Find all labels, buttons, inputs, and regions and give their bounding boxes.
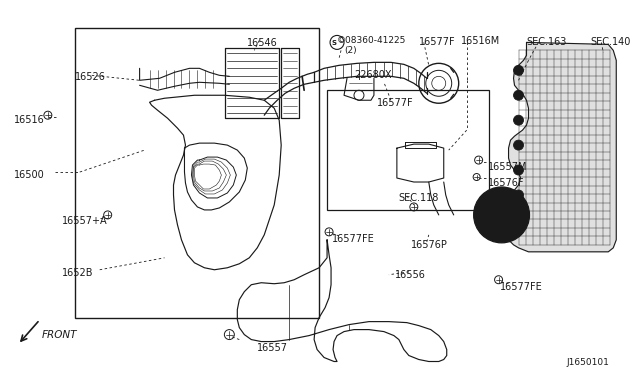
Text: 16556: 16556 xyxy=(395,270,426,280)
Polygon shape xyxy=(497,42,616,252)
Text: 16500: 16500 xyxy=(14,170,45,180)
Text: SEC.163: SEC.163 xyxy=(527,38,567,47)
Text: 16577FE: 16577FE xyxy=(332,234,375,244)
Circle shape xyxy=(513,140,524,150)
Text: 16526: 16526 xyxy=(75,72,106,82)
Circle shape xyxy=(492,205,511,225)
Text: 16577F: 16577F xyxy=(377,98,413,108)
Text: SEC.140: SEC.140 xyxy=(590,38,630,47)
Text: SEC.118: SEC.118 xyxy=(399,193,439,203)
Text: (2): (2) xyxy=(344,46,356,55)
Text: 1652B: 1652B xyxy=(62,268,93,278)
Text: 16576P: 16576P xyxy=(411,240,448,250)
Text: 16516M: 16516M xyxy=(461,36,500,46)
Text: S: S xyxy=(332,41,337,46)
Circle shape xyxy=(513,65,524,75)
Bar xyxy=(75,28,319,318)
Polygon shape xyxy=(150,95,281,270)
Text: 16516: 16516 xyxy=(14,115,45,125)
Bar xyxy=(327,90,488,210)
Text: 16576F: 16576F xyxy=(488,178,524,188)
Text: 16546: 16546 xyxy=(247,38,278,48)
Text: 16557M: 16557M xyxy=(488,162,527,172)
Text: 16577F: 16577F xyxy=(419,38,456,47)
Circle shape xyxy=(513,190,524,200)
Text: 16577FE: 16577FE xyxy=(500,282,542,292)
Text: J1650101: J1650101 xyxy=(566,357,609,366)
Circle shape xyxy=(513,115,524,125)
Circle shape xyxy=(482,195,522,235)
Circle shape xyxy=(474,187,529,243)
Text: 22680X: 22680X xyxy=(354,70,392,80)
Circle shape xyxy=(513,90,524,100)
Text: 16557+A: 16557+A xyxy=(62,216,108,226)
Text: FRONT: FRONT xyxy=(42,330,77,340)
Text: 16557: 16557 xyxy=(257,343,288,353)
Text: ©08360-41225: ©08360-41225 xyxy=(337,36,406,45)
Polygon shape xyxy=(237,240,447,362)
Circle shape xyxy=(513,165,524,175)
